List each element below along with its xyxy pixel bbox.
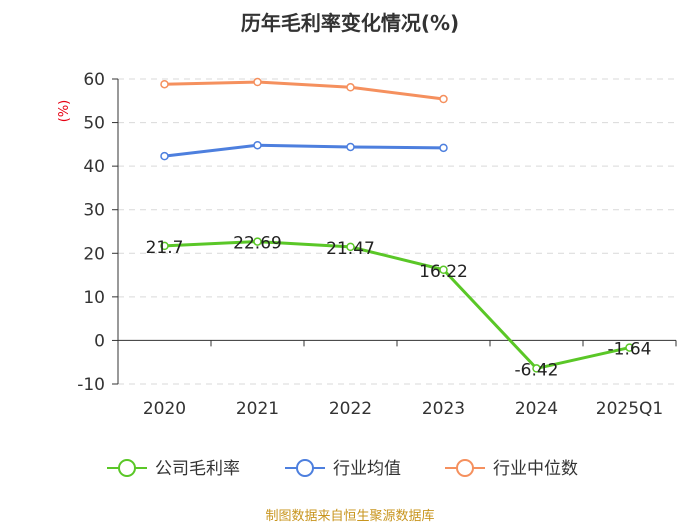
data-point[interactable] — [346, 142, 355, 152]
x-tick-label: 2021 — [236, 399, 279, 419]
data-point[interactable] — [160, 241, 169, 251]
y-tick-label: 40 — [83, 157, 105, 177]
data-point[interactable] — [253, 237, 262, 246]
legend-marker — [118, 459, 136, 477]
data-label: 21.47 — [326, 239, 375, 259]
grid — [118, 78, 676, 385]
data-point[interactable] — [439, 94, 448, 104]
legend-item-label[interactable]: 行业中位数 — [493, 459, 578, 479]
x-tick-label: 2025Q1 — [596, 399, 663, 419]
data-point[interactable] — [346, 83, 355, 92]
legend-marker — [296, 459, 314, 477]
x-tick-label: 2020 — [143, 399, 186, 419]
data-point[interactable] — [439, 143, 448, 153]
data-label: 22.69 — [233, 234, 282, 254]
data-point[interactable] — [160, 151, 169, 161]
y-tick-label: 10 — [83, 288, 105, 308]
data-point[interactable] — [346, 242, 355, 252]
data-point[interactable] — [253, 77, 262, 87]
legend-item-label[interactable]: 行业均值 — [333, 459, 401, 479]
data-point[interactable] — [532, 364, 541, 373]
axes: 60 50 40 30 20 10 0 -10 2020 2021 2022 2023 2024 2025… — [77, 70, 677, 419]
data-label: 16.22 — [419, 262, 468, 282]
x-tick-label: 2022 — [329, 399, 372, 419]
y-tick-label: -10 — [77, 375, 105, 395]
series-layer — [160, 77, 634, 373]
y-tick-label: 30 — [83, 201, 105, 221]
y-tick-label: 0 — [94, 331, 105, 351]
data-label: -6.42 — [515, 360, 559, 380]
y-tick-label: 60 — [83, 70, 105, 90]
series-line-2 — [164, 80, 444, 101]
legend[interactable]: 公司毛利率 行业均值 行业中位数 — [107, 459, 578, 479]
data-label: -1.64 — [608, 340, 652, 360]
y-tick-label: 50 — [83, 114, 105, 134]
y-axis-label: (%) — [57, 100, 72, 123]
legend-item-label[interactable]: 公司毛利率 — [155, 459, 240, 479]
x-tick-label: 2023 — [422, 399, 465, 419]
data-labels: 21.7 22.69 21.47 16.22 -6.42 -1.64 — [146, 234, 652, 381]
series-line-0 — [164, 240, 630, 370]
series-line-1 — [164, 143, 444, 158]
source-note: 制图数据来自恒生聚源数据库 — [265, 508, 434, 524]
data-point[interactable] — [160, 79, 169, 89]
chart-title: 历年毛利率变化情况(%) — [241, 11, 459, 35]
y-tick-label: 20 — [83, 244, 105, 264]
data-label: 21.7 — [146, 238, 184, 258]
legend-marker — [456, 459, 474, 477]
data-point[interactable] — [439, 265, 448, 275]
x-tick-label: 2024 — [515, 399, 558, 419]
data-point[interactable] — [625, 343, 634, 352]
data-point[interactable] — [253, 140, 262, 150]
